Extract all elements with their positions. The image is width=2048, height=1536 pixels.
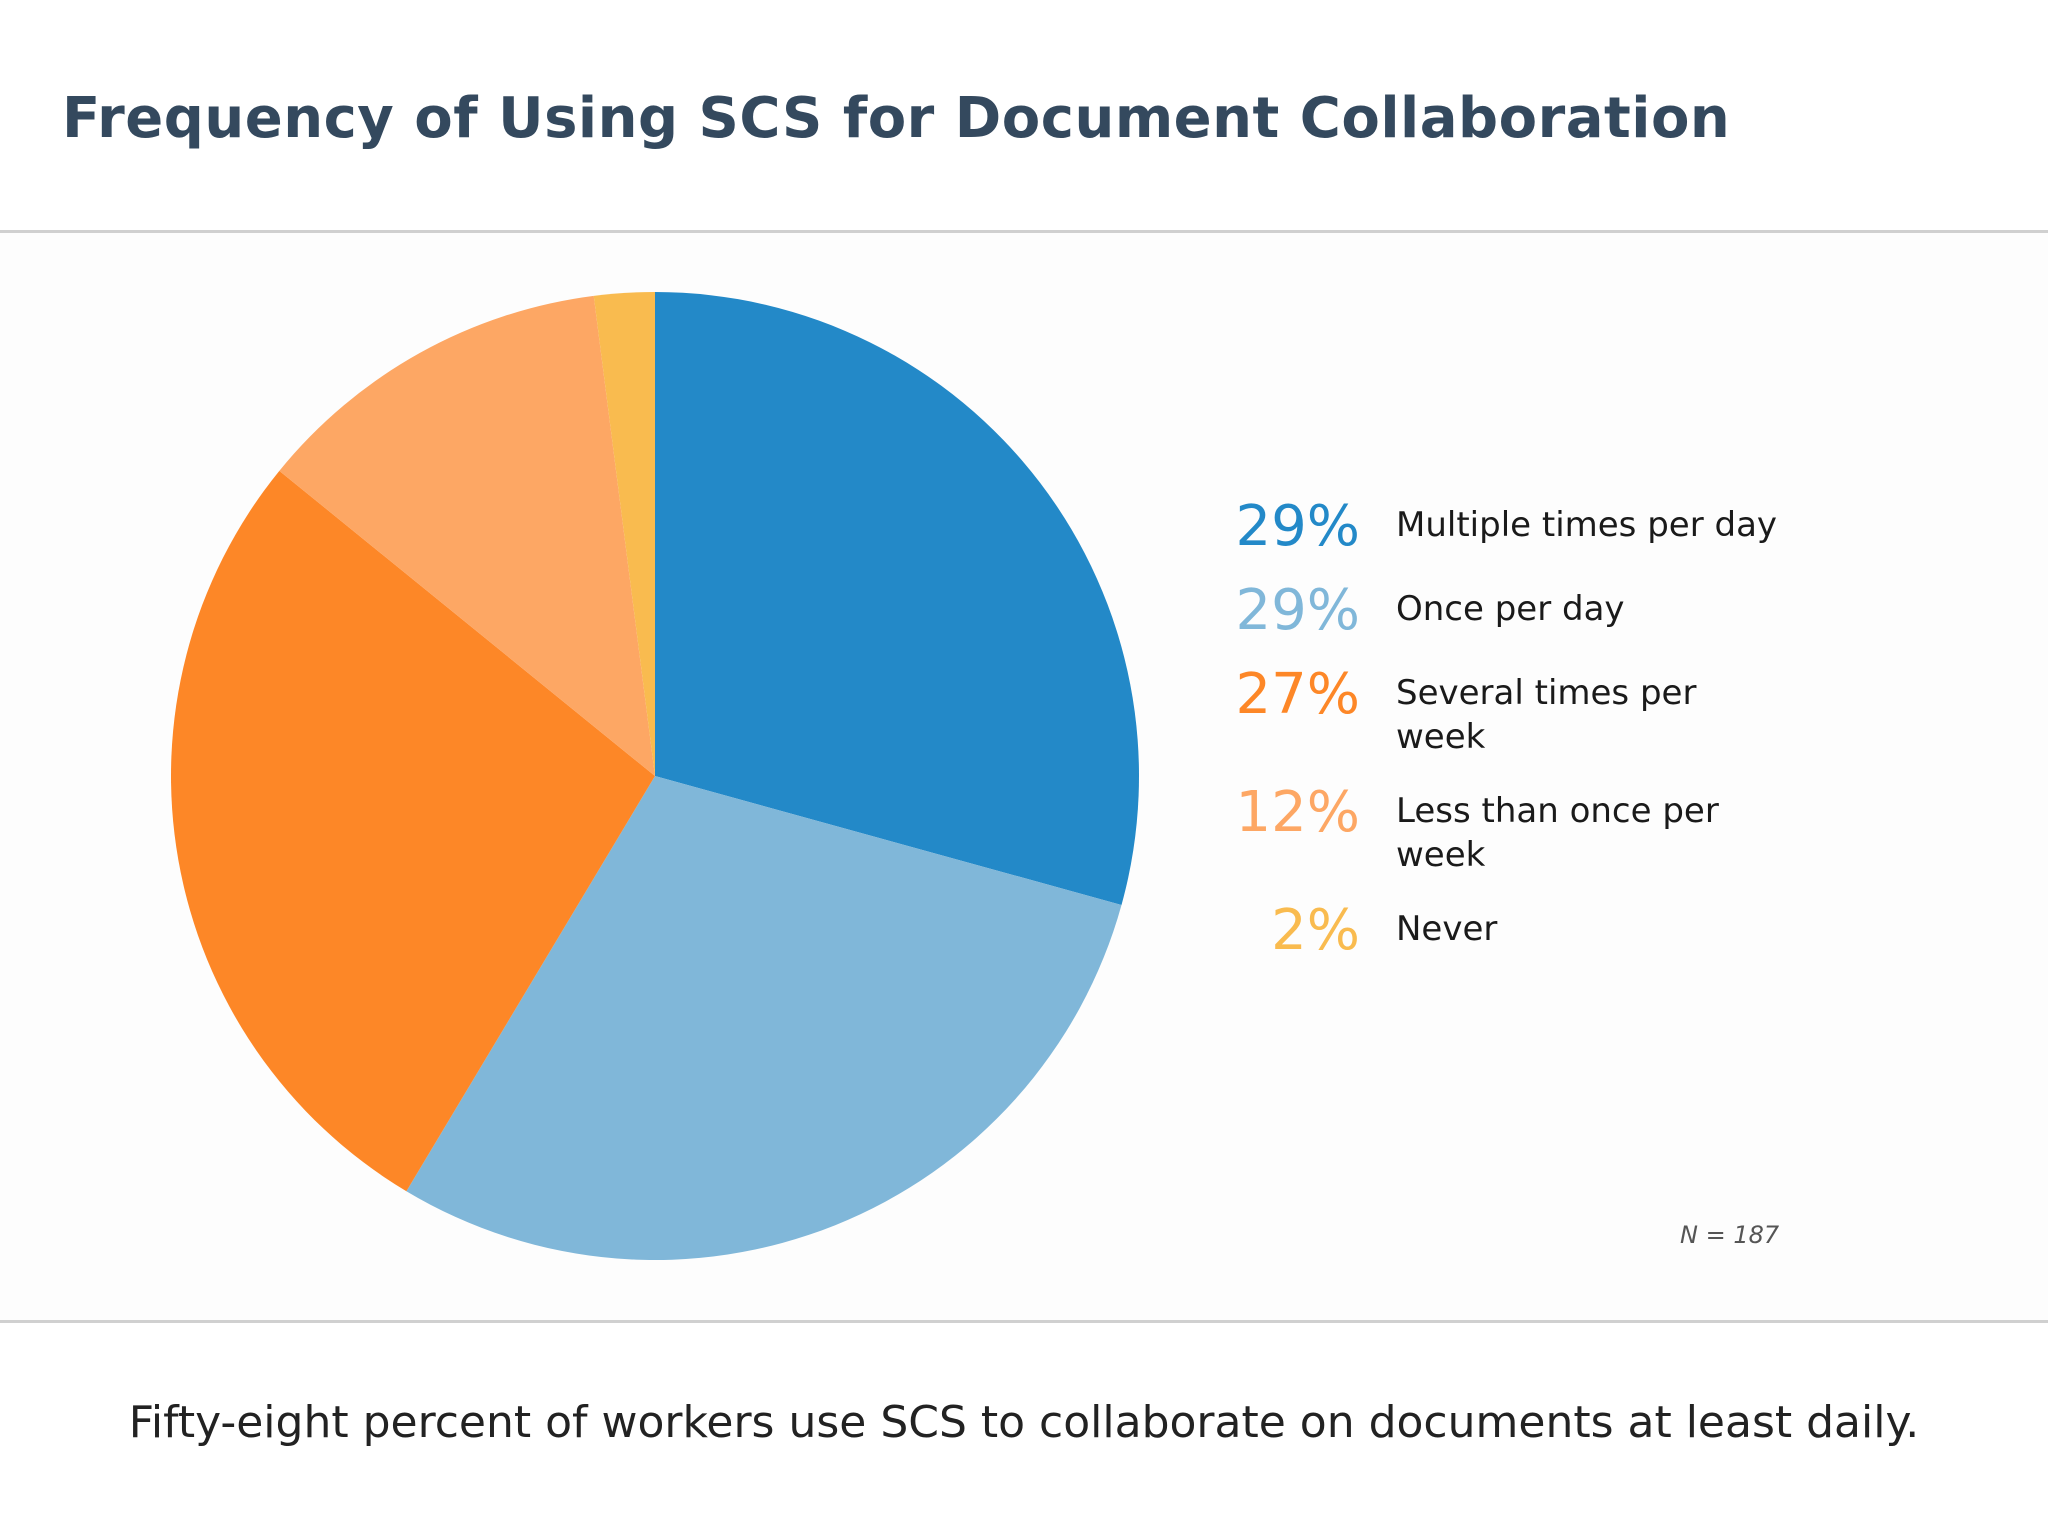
pie-chart: [171, 292, 1139, 1260]
legend-label-0: Multiple times per day: [1396, 505, 1778, 545]
legend-percent-1: 29%: [1235, 578, 1360, 643]
chart-area: 29% Multiple times per day 29% Once per day…: [0, 233, 2048, 1320]
legend-item-0: 29% Multiple times per day: [1210, 497, 1850, 557]
legend-label-1: Once per day: [1396, 589, 1625, 629]
legend-percent-4: 2%: [1271, 898, 1360, 963]
legend-label-4: Never: [1396, 909, 1498, 949]
pie-slice-1: [406, 776, 1122, 1260]
legend-item-2: 27% Several times per week: [1210, 665, 1850, 759]
pie-slice-4: [593, 292, 655, 776]
chart-legend: 29% Multiple times per day 29% Once per day…: [1210, 497, 1850, 991]
chart-caption: Fifty-eight percent of workers use SCS t…: [128, 1397, 1920, 1448]
legend-label-3: Less than once per week: [1396, 791, 1719, 875]
legend-label-2: Several times per week: [1396, 673, 1697, 757]
pie-slice-3: [279, 295, 655, 776]
bottom-divider: [0, 1320, 2048, 1323]
legend-item-1: 29% Once per day: [1210, 581, 1850, 641]
legend-percent-3: 12%: [1235, 780, 1360, 845]
sample-size-note: N = 187: [1680, 1221, 1780, 1249]
top-divider: [0, 230, 2048, 233]
pie-slice-2: [171, 470, 655, 1192]
legend-item-4: 2% Never: [1210, 901, 1850, 961]
page-title: Frequency of Using SCS for Document Coll…: [62, 86, 1731, 151]
pie-slice-0: [655, 292, 1139, 905]
legend-percent-2: 27%: [1235, 662, 1360, 727]
legend-item-3: 12% Less than once per week: [1210, 783, 1850, 877]
legend-percent-0: 29%: [1235, 494, 1360, 559]
